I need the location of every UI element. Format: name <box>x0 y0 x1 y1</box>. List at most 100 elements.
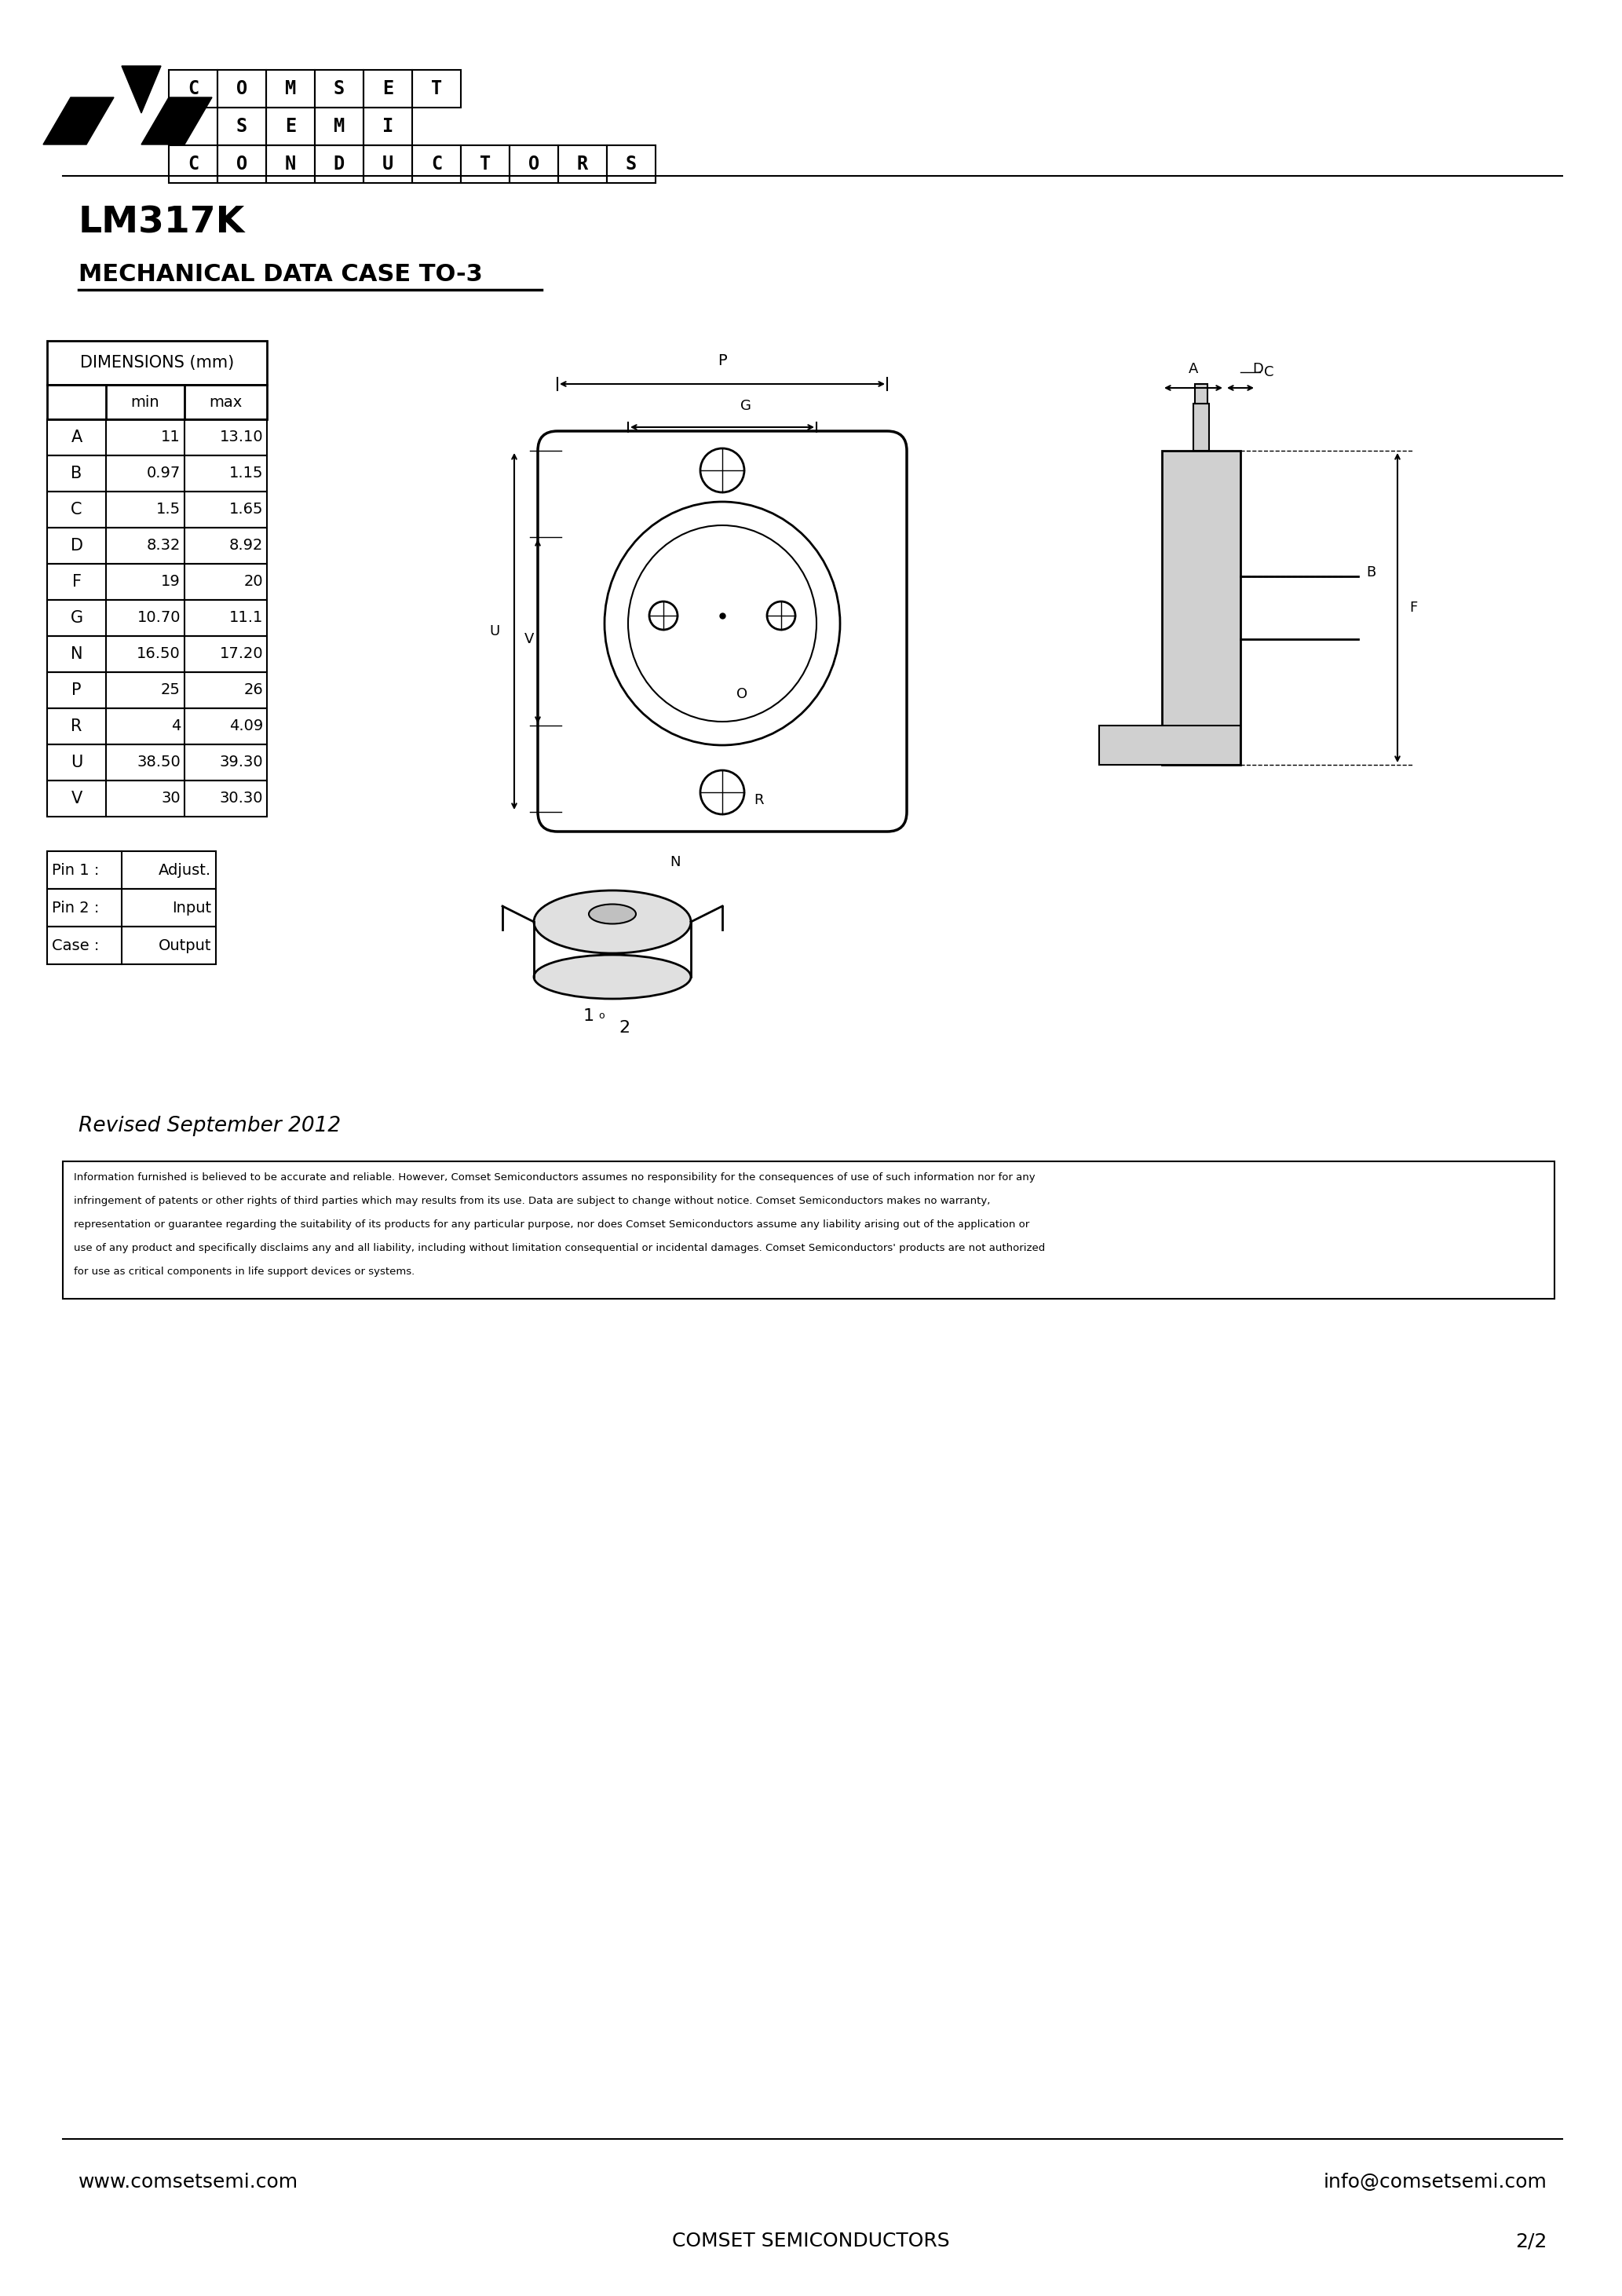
Bar <box>1100 726 1241 765</box>
Bar <box>217 108 266 145</box>
Bar <box>412 145 461 184</box>
Text: U: U <box>383 154 394 174</box>
Text: 13.10: 13.10 <box>219 429 263 445</box>
Text: F: F <box>71 574 81 590</box>
Text: E: E <box>285 117 297 135</box>
Text: C: C <box>1264 365 1273 379</box>
Bar <box>266 108 315 145</box>
Text: max: max <box>209 395 242 409</box>
Bar <box>461 145 509 184</box>
Bar <box>47 491 268 528</box>
Text: 11.1: 11.1 <box>229 611 263 625</box>
Bar <box>47 673 268 707</box>
Bar <box>266 69 315 108</box>
Text: 1: 1 <box>584 1008 594 1024</box>
Text: N: N <box>670 854 681 870</box>
Text: 25: 25 <box>161 682 180 698</box>
Text: infringement of patents or other rights of third parties which may results from : infringement of patents or other rights … <box>73 1196 991 1205</box>
Bar <box>47 889 216 928</box>
Bar <box>217 145 266 184</box>
Text: 1.5: 1.5 <box>156 503 180 517</box>
Text: N: N <box>70 645 83 661</box>
Text: LM317K: LM317K <box>78 204 245 241</box>
Text: 8.92: 8.92 <box>229 537 263 553</box>
Text: G: G <box>740 400 751 413</box>
Text: N: N <box>285 154 297 174</box>
Text: A: A <box>1189 363 1199 377</box>
Text: 8.32: 8.32 <box>146 537 180 553</box>
Bar <box>47 340 268 386</box>
Bar <box>1195 383 1207 404</box>
Text: 2: 2 <box>618 1019 629 1035</box>
Bar <box>363 69 412 108</box>
Text: C: C <box>188 80 200 99</box>
Text: min: min <box>131 395 159 409</box>
Bar <box>1161 450 1241 765</box>
Bar <box>47 386 268 420</box>
Polygon shape <box>44 96 114 145</box>
Text: Revised September 2012: Revised September 2012 <box>78 1116 341 1137</box>
Text: T: T <box>480 154 491 174</box>
Text: 16.50: 16.50 <box>136 647 180 661</box>
Bar <box>47 781 268 817</box>
Bar <box>315 69 363 108</box>
Text: S: S <box>334 80 345 99</box>
Bar <box>217 69 266 108</box>
Text: 10.70: 10.70 <box>136 611 180 625</box>
Text: Input: Input <box>172 900 211 916</box>
Text: 30: 30 <box>161 792 180 806</box>
Text: P: P <box>71 682 81 698</box>
Text: www.comsetsemi.com: www.comsetsemi.com <box>78 2172 298 2193</box>
Text: M: M <box>285 80 297 99</box>
Bar <box>47 599 268 636</box>
Text: Information furnished is believed to be accurate and reliable. However, Comset S: Information furnished is believed to be … <box>73 1173 1035 1182</box>
Text: Output: Output <box>159 939 211 953</box>
Text: 11: 11 <box>161 429 180 445</box>
Bar <box>47 528 268 565</box>
Text: 39.30: 39.30 <box>219 755 263 769</box>
Text: 2/2: 2/2 <box>1515 2232 1547 2250</box>
Text: S: S <box>237 117 248 135</box>
Text: Pin 2 :: Pin 2 : <box>52 900 99 916</box>
Text: S: S <box>626 154 637 174</box>
Text: for use as critical components in life support devices or systems.: for use as critical components in life s… <box>73 1267 415 1277</box>
Text: 30.30: 30.30 <box>219 792 263 806</box>
Text: 4: 4 <box>170 719 180 735</box>
Bar <box>558 145 607 184</box>
Text: B: B <box>71 466 83 482</box>
Bar <box>266 145 315 184</box>
Text: O: O <box>237 154 248 174</box>
Bar <box>412 69 461 108</box>
Bar <box>607 145 655 184</box>
Text: MECHANICAL DATA CASE TO-3: MECHANICAL DATA CASE TO-3 <box>78 262 483 285</box>
Text: E: E <box>383 80 394 99</box>
Text: U: U <box>490 625 500 638</box>
Text: R: R <box>71 719 83 735</box>
Text: D: D <box>1252 363 1264 377</box>
Text: I: I <box>383 117 394 135</box>
Text: C: C <box>71 503 83 517</box>
Text: Adjust.: Adjust. <box>159 863 211 877</box>
Text: O: O <box>736 687 748 700</box>
Text: R: R <box>754 792 764 808</box>
Bar <box>509 145 558 184</box>
Bar <box>169 69 217 108</box>
Bar <box>363 108 412 145</box>
Bar <box>1194 404 1208 450</box>
Text: info@comsetsemi.com: info@comsetsemi.com <box>1324 2172 1547 2193</box>
Text: DIMENSIONS (mm): DIMENSIONS (mm) <box>79 356 234 370</box>
Text: A: A <box>71 429 83 445</box>
Bar <box>315 108 363 145</box>
Text: D: D <box>70 537 83 553</box>
Text: V: V <box>524 631 534 645</box>
Text: 17.20: 17.20 <box>219 647 263 661</box>
Text: C: C <box>188 154 200 174</box>
Text: P: P <box>717 354 727 367</box>
Bar <box>47 852 216 889</box>
Text: R: R <box>577 154 589 174</box>
Bar <box>47 636 268 673</box>
Polygon shape <box>122 67 161 113</box>
Text: Case :: Case : <box>52 939 99 953</box>
Text: V: V <box>71 790 83 806</box>
Text: 0.97: 0.97 <box>146 466 180 480</box>
